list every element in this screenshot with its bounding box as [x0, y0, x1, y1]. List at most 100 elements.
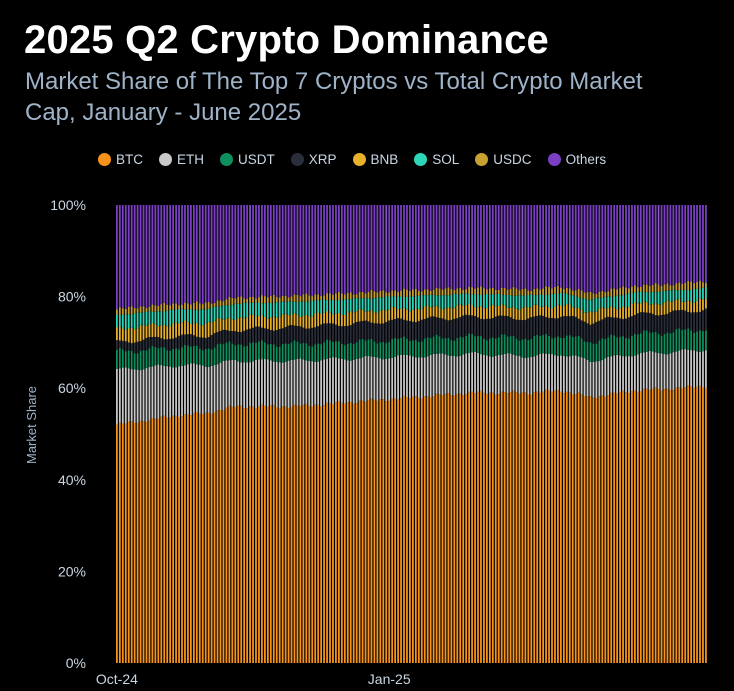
bar-segment-usdt	[190, 346, 192, 364]
bar-segment-others	[441, 205, 444, 290]
bar-segment-bnb	[249, 314, 251, 329]
bar-segment-sol	[669, 290, 672, 302]
bar-segment-xrp	[338, 325, 340, 342]
bar-segment-xrp	[225, 330, 228, 343]
bar-segment-bnb	[376, 313, 379, 324]
bar-segment-usdt	[187, 345, 189, 365]
bar-segment-sol	[486, 293, 488, 309]
bar-segment-bnb	[420, 308, 423, 320]
bar-segment-xrp	[488, 318, 491, 339]
bar-segment-xrp	[142, 339, 145, 351]
bar-segment-others	[447, 205, 450, 288]
bar-segment-bnb	[290, 314, 293, 326]
bar-segment-bnb	[243, 318, 246, 331]
bar-segment-sol	[184, 309, 186, 321]
bar-segment-usdc	[198, 303, 201, 310]
bar-segment-bnb	[204, 323, 207, 338]
bar-segment-eth	[488, 356, 491, 393]
bar-segment-bnb	[329, 312, 331, 324]
bar-segment-bnb	[657, 304, 660, 316]
bar-segment-btc	[533, 392, 536, 663]
bar-segment-usdt	[568, 335, 571, 357]
bar-segment-bnb	[187, 321, 189, 335]
bar-segment-eth	[255, 359, 257, 408]
bar-segment-others	[687, 205, 690, 281]
bar-segment-sol	[450, 294, 453, 309]
bar-segment-sol	[423, 295, 426, 307]
bar-segment-xrp	[219, 330, 222, 344]
bar-segment-bnb	[332, 314, 334, 324]
bar-segment-xrp	[394, 318, 397, 339]
bar-segment-bnb	[151, 322, 154, 337]
bar-segment-bnb	[184, 320, 186, 335]
bar-segment-usdt	[687, 328, 690, 350]
bar-segment-others	[554, 205, 556, 287]
bar-segment-usdc	[705, 282, 707, 288]
bar-segment-eth	[252, 361, 254, 407]
bar-segment-xrp	[216, 332, 219, 345]
bar-segment-others	[290, 205, 293, 297]
bar-segment-usdt	[645, 330, 648, 352]
bar-segment-bnb	[595, 311, 598, 322]
bar-segment-others	[420, 205, 423, 292]
bar-segment-btc	[577, 392, 580, 663]
bars-group	[116, 205, 707, 663]
bar-segment-eth	[311, 361, 314, 407]
bar-segment-eth	[403, 355, 405, 396]
bar-segment-usdc	[441, 289, 444, 296]
bar-segment-xrp	[379, 323, 382, 343]
bar-segment-sol	[127, 314, 130, 329]
bar-segment-xrp	[536, 315, 539, 335]
bar-segment-btc	[355, 403, 358, 663]
bar-segment-sol	[151, 311, 154, 323]
bar-segment-xrp	[642, 312, 645, 331]
bar-segment-eth	[343, 359, 346, 404]
bar-segment-btc	[483, 392, 485, 663]
bar-segment-xrp	[130, 343, 133, 351]
bar-segment-bnb	[527, 307, 530, 319]
bar-segment-others	[278, 205, 281, 298]
bar-segment-btc	[557, 389, 559, 663]
bar-segment-bnb	[210, 322, 213, 336]
bar-segment-usdc	[139, 306, 142, 313]
bar-segment-eth	[521, 357, 524, 393]
bar-segment-usdt	[684, 329, 687, 350]
bar-segment-btc	[521, 392, 524, 663]
bar-segment-bnb	[690, 301, 693, 313]
bar-segment-sol	[477, 294, 479, 308]
bar-segment-sol	[382, 297, 385, 310]
bar-segment-xrp	[195, 336, 198, 346]
bar-segment-usdc	[317, 294, 320, 301]
bar-segment-eth	[551, 354, 553, 392]
bar-segment-usdt	[258, 341, 260, 360]
bar-segment-bnb	[308, 316, 311, 329]
bar-segment-others	[465, 205, 468, 290]
bar-segment-others	[355, 205, 358, 295]
bar-segment-usdt	[610, 334, 613, 357]
bar-segment-xrp	[628, 317, 630, 339]
bar-segment-xrp	[207, 337, 210, 349]
bar-segment-sol	[216, 306, 219, 319]
bar-segment-xrp	[551, 317, 553, 339]
bar-segment-btc	[702, 387, 704, 663]
bar-segment-bnb	[521, 307, 524, 321]
bar-segment-others	[246, 205, 249, 299]
bar-segment-usdt	[527, 339, 530, 358]
bar-segment-usdc	[604, 292, 607, 297]
bar-segment-usdc	[379, 290, 382, 298]
bar-segment-bnb	[323, 312, 325, 324]
bar-segment-others	[636, 205, 639, 288]
bar-segment-bnb	[557, 304, 559, 319]
bar-segment-xrp	[548, 317, 550, 336]
bar-segment-eth	[264, 359, 266, 406]
bar-segment-btc	[281, 406, 284, 663]
bar-segment-btc	[654, 387, 657, 663]
bar-segment-sol	[178, 308, 180, 324]
bar-segment-others	[207, 205, 210, 303]
bar-segment-btc	[388, 400, 391, 663]
bar-segment-btc	[130, 421, 133, 663]
bar-segment-xrp	[157, 337, 160, 349]
bar-segment-usdt	[403, 336, 405, 356]
bar-segment-btc	[471, 391, 473, 663]
bar-segment-xrp	[154, 336, 157, 347]
